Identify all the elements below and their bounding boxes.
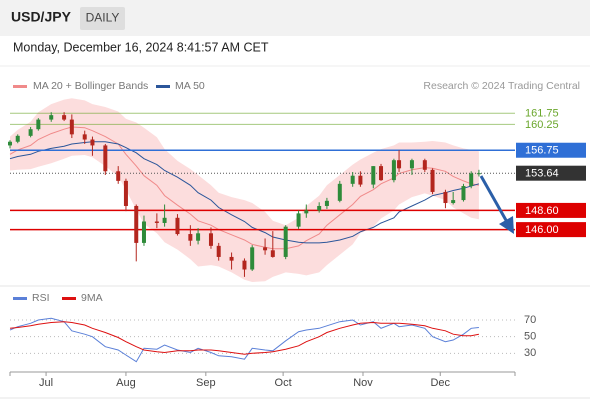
candle-body xyxy=(28,129,33,136)
candle-body xyxy=(103,145,108,172)
source: Research © 2024 Trading Central xyxy=(423,80,580,92)
candle-body xyxy=(409,160,414,169)
level-label: 148.60 xyxy=(525,205,559,217)
symbol: USD/JPY xyxy=(11,9,72,25)
y-tick-label: 50 xyxy=(524,331,536,343)
level-label: 156.75 xyxy=(525,145,559,157)
candle-body xyxy=(371,166,376,185)
candle-body xyxy=(250,247,255,270)
candle-body xyxy=(263,247,268,251)
level-box xyxy=(516,165,586,181)
x-tick-label: Sep xyxy=(196,377,216,389)
candle-body xyxy=(196,233,201,241)
candle-body xyxy=(443,191,448,204)
legend-label: 9MA xyxy=(81,292,103,304)
candle-body xyxy=(317,205,322,211)
candle-body xyxy=(90,139,95,146)
candle-body xyxy=(141,221,146,243)
candle-body xyxy=(422,160,427,170)
candle-body xyxy=(430,169,435,192)
candle-body xyxy=(15,135,20,142)
candle-body xyxy=(216,245,221,257)
candle-body xyxy=(175,217,180,235)
candle-body xyxy=(208,233,213,246)
candle-body xyxy=(461,186,466,201)
ma50-line xyxy=(9,141,480,244)
level-label: 161.75 xyxy=(525,108,559,120)
level-box xyxy=(516,202,586,218)
legend-swatch xyxy=(13,85,27,88)
candle-body xyxy=(8,141,12,146)
candle-body xyxy=(188,234,193,241)
level-label: 146.00 xyxy=(525,224,559,236)
level-label: 153.64 xyxy=(525,168,559,180)
candle-body xyxy=(391,160,396,181)
candle-body xyxy=(469,173,474,187)
candle-body xyxy=(229,256,234,261)
candle-body xyxy=(358,175,363,185)
candle-body xyxy=(36,119,41,130)
bollinger-band xyxy=(10,98,479,282)
legend-label: MA 20 + Bollinger Bands xyxy=(33,80,148,92)
candle-body xyxy=(451,200,456,204)
candle-body xyxy=(337,183,342,201)
candle-body xyxy=(62,115,67,120)
x-tick-label: Dec xyxy=(430,377,450,389)
candle-body xyxy=(154,221,159,223)
candle-body xyxy=(82,134,87,140)
candle-body xyxy=(242,260,247,270)
candle-body xyxy=(116,171,121,181)
y-tick-label: 70 xyxy=(524,314,536,326)
timestamp: Monday, December 16, 2024 8:41:57 AM CET xyxy=(13,40,269,54)
candle-body xyxy=(379,166,384,181)
level-box xyxy=(516,142,586,158)
level-box xyxy=(516,222,586,238)
candle-body xyxy=(296,213,301,227)
candle-body xyxy=(324,200,329,206)
forecast-arrow xyxy=(479,175,509,223)
candle-body xyxy=(397,160,402,169)
candle-body xyxy=(283,226,288,257)
candle-body xyxy=(123,180,128,206)
candle-body xyxy=(49,115,54,120)
ma20-line xyxy=(9,126,479,250)
candle-body xyxy=(69,119,74,135)
forecast-arrowhead xyxy=(499,216,514,234)
x-tick-label: Nov xyxy=(353,377,373,389)
rsi-ma-line xyxy=(9,321,480,355)
y-tick-label: 30 xyxy=(524,347,536,359)
x-tick-label: Jul xyxy=(39,377,53,389)
period-badge[interactable] xyxy=(80,7,125,30)
x-tick-label: Oct xyxy=(275,377,292,389)
candle-body xyxy=(304,210,309,214)
legend-label: RSI xyxy=(32,292,50,304)
legend-swatch xyxy=(13,297,27,300)
candle-body xyxy=(476,173,481,175)
x-tick-label: Aug xyxy=(116,377,136,389)
legend-swatch xyxy=(62,297,76,300)
rsi-line xyxy=(9,317,479,363)
period: DAILY xyxy=(86,11,120,25)
legend-swatch xyxy=(156,85,170,88)
level-label: 160.25 xyxy=(525,119,559,131)
candle-body xyxy=(350,175,355,184)
legend-label: MA 50 xyxy=(175,80,205,92)
candle-body xyxy=(162,217,167,223)
candle-body xyxy=(134,205,139,243)
candle-body xyxy=(270,250,275,257)
